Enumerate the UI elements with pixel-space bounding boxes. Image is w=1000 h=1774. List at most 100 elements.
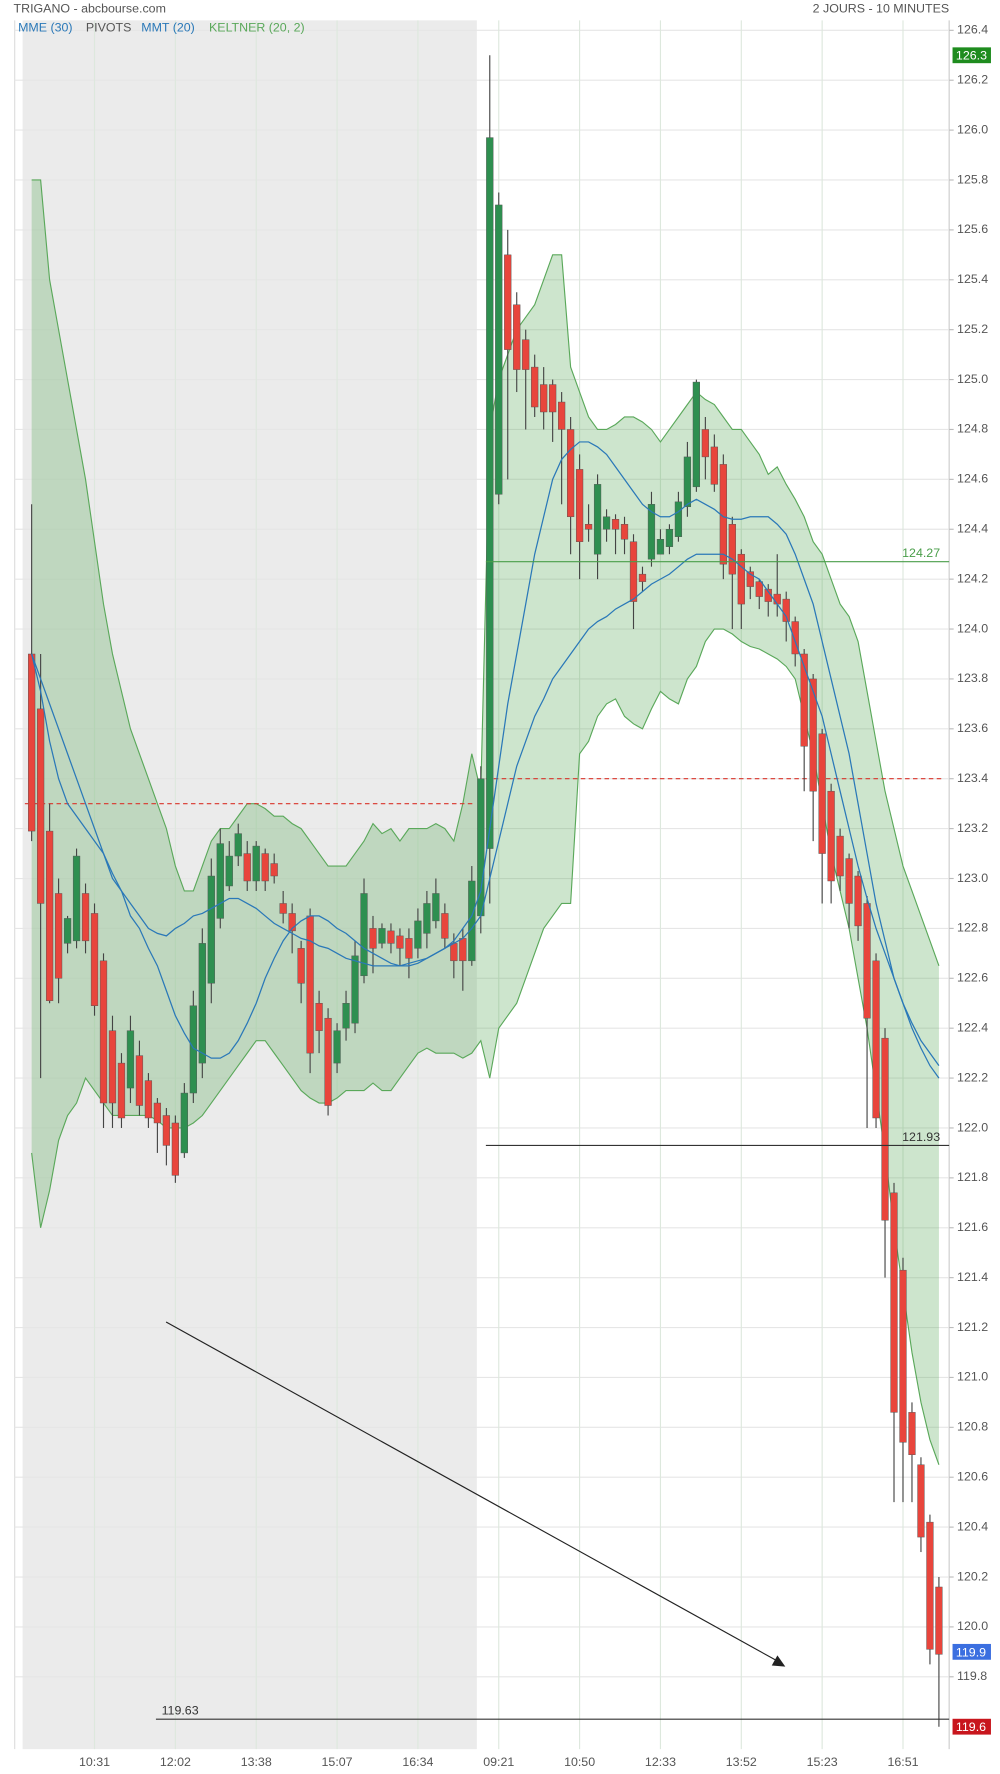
candle-body [351, 955, 359, 1024]
candle-body [234, 833, 242, 857]
y-tick-label: 122.4 [957, 1020, 988, 1034]
candle-body [28, 653, 36, 832]
candle-body [845, 858, 853, 904]
candle-body [423, 903, 431, 934]
candle-body [495, 204, 503, 495]
y-tick-label: 121.0 [957, 1370, 988, 1384]
candle-body [665, 529, 674, 547]
level-label: 119.63 [162, 1704, 199, 1718]
candle-body [638, 573, 647, 582]
candle-body [360, 893, 368, 977]
candle-body [333, 1030, 341, 1064]
candle-body [72, 855, 81, 942]
candle-body [890, 1192, 898, 1413]
candle-body [683, 456, 692, 508]
candle-body [279, 903, 287, 914]
candle-body [252, 845, 260, 882]
candle-body [135, 1055, 144, 1106]
candle-body [288, 913, 296, 932]
y-tick-label: 125.6 [957, 222, 988, 236]
candle-body [144, 1080, 153, 1119]
candle-body [207, 875, 215, 984]
y-tick-label: 124.8 [957, 422, 988, 436]
candle-body [297, 948, 305, 984]
y-tick-label: 122.0 [957, 1120, 988, 1134]
keltner-fill [31, 179, 939, 1465]
candle-body [728, 524, 736, 575]
x-tick-label: 12:33 [645, 1755, 676, 1769]
x-tick-label: 16:34 [402, 1755, 433, 1769]
x-tick-label: 10:31 [79, 1755, 110, 1769]
candle-body [324, 1017, 332, 1106]
chart-title: TRIGANO - abcbourse.com [14, 1, 166, 15]
candle-body [369, 928, 377, 949]
moving-average [31, 553, 940, 1066]
level-label: 121.93 [902, 1130, 940, 1144]
candle-body [306, 915, 314, 1054]
x-tick-label: 09:21 [483, 1755, 514, 1769]
candle-body [468, 880, 476, 962]
grid [14, 20, 954, 1750]
candle-body [791, 621, 799, 655]
candle-body [63, 918, 72, 944]
price-tag [952, 1718, 991, 1735]
candle-body [620, 524, 629, 540]
y-tick-label: 123.2 [957, 821, 988, 835]
arrow-head [771, 1655, 786, 1667]
y-tick-label: 126.0 [957, 122, 988, 136]
candle-body [162, 1115, 171, 1146]
candle-body [270, 863, 278, 877]
legend-entry: PIVOTS [86, 21, 131, 35]
candle-body [908, 1412, 916, 1455]
candle-body [917, 1464, 925, 1538]
candle-body [126, 1030, 135, 1089]
legend-entry: KELTNER (20, 2) [209, 21, 305, 35]
candle-body [827, 790, 835, 882]
y-tick-label: 125.8 [957, 172, 988, 186]
price-tag-label: 119.6 [956, 1720, 986, 1734]
x-tick-label: 15:23 [807, 1755, 838, 1769]
y-tick-label: 125.4 [957, 272, 988, 286]
candle-body [881, 1037, 889, 1221]
price-tag-label: 126.3 [956, 49, 987, 63]
price-tag [952, 1643, 991, 1660]
x-tick-label: 13:52 [726, 1755, 757, 1769]
candle-body [755, 581, 763, 597]
x-tick-label: 13:38 [241, 1755, 272, 1769]
candle-body [315, 1003, 323, 1031]
x-tick-label: 12:02 [160, 1755, 191, 1769]
y-tick-label: 125.0 [957, 372, 988, 386]
candle-body [450, 943, 458, 962]
y-tick-label: 122.6 [957, 971, 988, 985]
candle-body [37, 708, 45, 904]
price-tag [952, 47, 991, 64]
y-tick-label: 123.8 [957, 671, 988, 685]
candle-body [593, 484, 602, 555]
candle-body [629, 541, 638, 602]
legend-entry: MMT (20) [141, 21, 195, 35]
candle-body [549, 384, 557, 413]
candle-body [575, 469, 584, 542]
y-tick-label: 122.8 [957, 921, 988, 935]
y-tick-label: 121.6 [957, 1220, 988, 1234]
candle-body [809, 678, 817, 792]
candle-body [81, 893, 90, 942]
marks [24, 55, 943, 1727]
candle-body [737, 553, 745, 605]
candle-body [108, 1030, 117, 1104]
x-tick-label: 10:50 [564, 1755, 595, 1769]
y-tick-label: 123.6 [957, 721, 988, 735]
y-tick-label: 123.4 [957, 771, 988, 785]
candle-body [540, 384, 548, 413]
y-tick-label: 123.0 [957, 871, 988, 885]
keltner-upper [31, 179, 940, 967]
candle-body [378, 928, 386, 944]
candle-body [99, 960, 108, 1104]
trend-arrow [165, 1321, 778, 1662]
candle-body [656, 539, 665, 555]
previous-session-shade [22, 20, 477, 1750]
candle-body [558, 401, 566, 430]
candle-body [504, 254, 512, 350]
y-tick-label: 124.6 [957, 472, 988, 486]
